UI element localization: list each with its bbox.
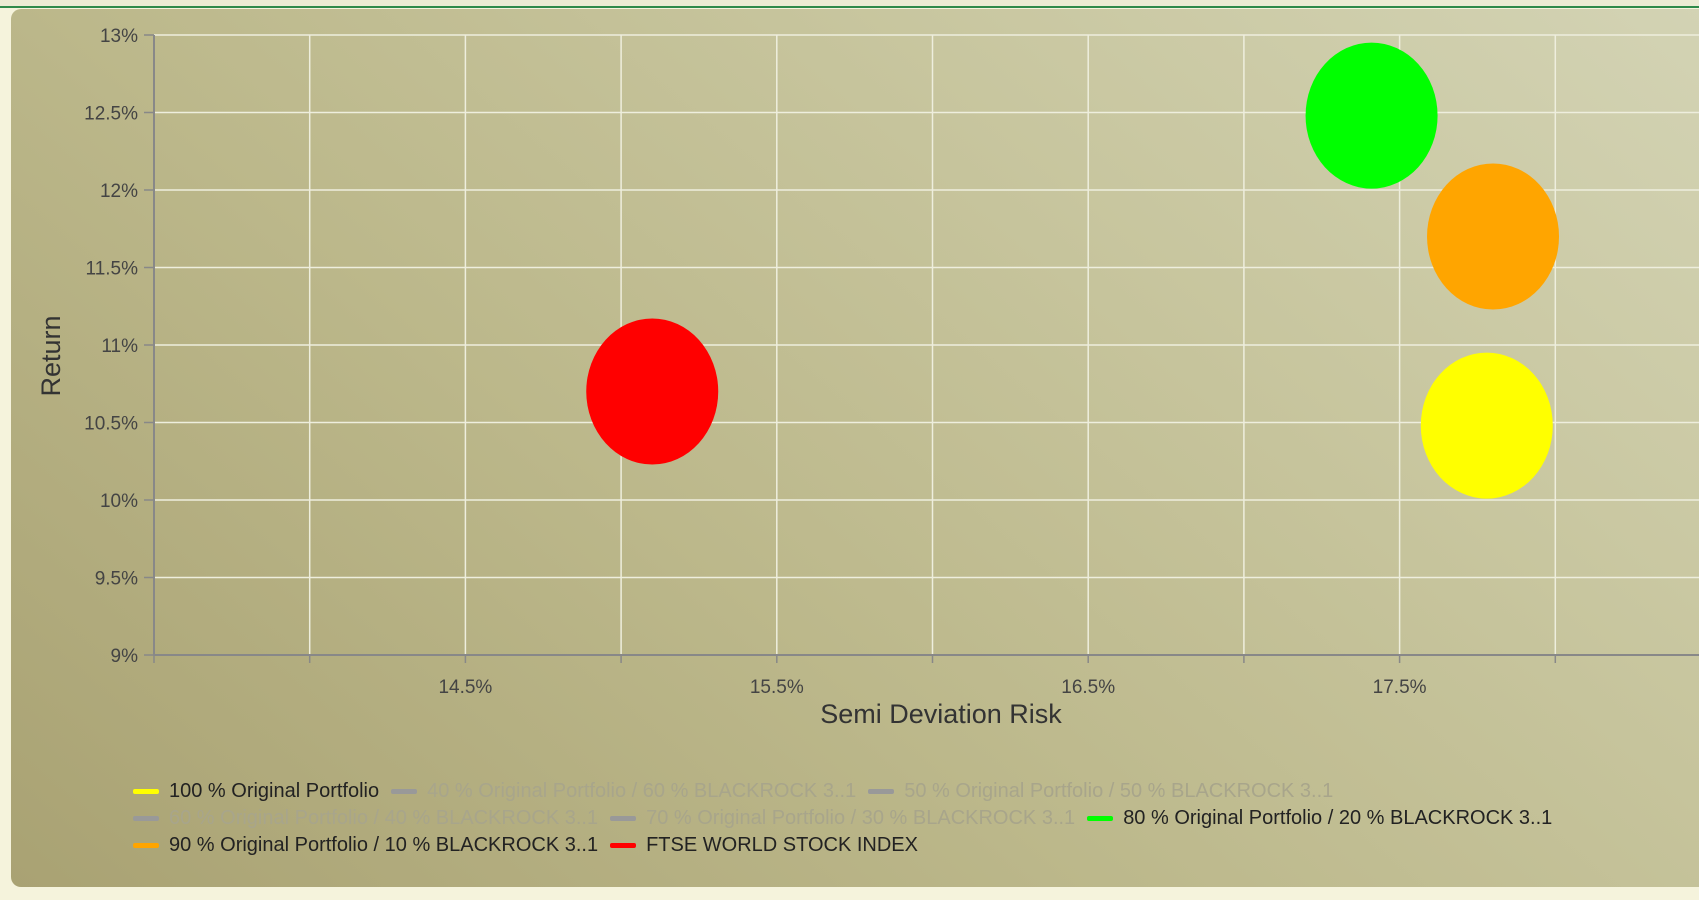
axes	[144, 34, 1699, 663]
legend-label: 60 % Original Portfolio / 40 % BLACKROCK…	[169, 807, 599, 829]
legend-item[interactable]: 50 % Original Portfolio / 50 % BLACKROCK…	[868, 778, 1333, 805]
legend-label: 100 % Original Portfolio	[169, 780, 380, 802]
legend-swatch	[610, 816, 637, 821]
x-tick-label: 16.5%	[1061, 677, 1115, 698]
legend-swatch	[610, 843, 637, 848]
legend-item[interactable]: FTSE WORLD STOCK INDEX	[610, 832, 918, 859]
legend-swatch	[133, 816, 159, 821]
legend-swatch	[133, 789, 159, 794]
tick-labels: 9% 9.5% 10% 10.5% 11% 11.5% 12% 12.5% 13% 14.5% 15…	[84, 26, 1427, 698]
legend-swatch	[868, 789, 895, 794]
y-tick-label: 12.5%	[84, 104, 138, 125]
bubble-chart: 9% 9.5% 10% 10.5% 11% 11.5% 12% 12.5% 13% 14.5% 15…	[36, 26, 1699, 729]
legend-swatch	[133, 843, 159, 848]
y-tick-label: 12%	[100, 181, 138, 202]
legend-swatch	[1087, 816, 1114, 821]
bubble-point[interactable]	[1427, 163, 1560, 310]
y-tick-label: 9.5%	[95, 569, 138, 590]
y-axis-title: Return	[36, 315, 66, 396]
chart-panel: 9% 9.5% 10% 10.5% 11% 11.5% 12% 12.5% 13% 14.5% 15…	[11, 9, 1699, 887]
legend-label: 40 % Original Portfolio / 60 % BLACKROCK…	[427, 780, 857, 802]
x-axis-title: Semi Deviation Risk	[820, 699, 1062, 729]
top-border	[0, 0, 1699, 8]
legend-label: 50 % Original Portfolio / 50 % BLACKROCK…	[904, 780, 1334, 802]
legend-item[interactable]: 70 % Original Portfolio / 30 % BLACKROCK…	[610, 805, 1075, 832]
x-tick-label: 17.5%	[1373, 677, 1427, 698]
legend-label: 90 % Original Portfolio / 10 % BLACKROCK…	[169, 834, 599, 856]
bubbles	[586, 42, 1560, 499]
legend-swatch	[391, 789, 418, 794]
legend-item[interactable]: 100 % Original Portfolio	[133, 778, 379, 805]
legend-label: FTSE WORLD STOCK INDEX	[646, 834, 918, 856]
bubble-point[interactable]	[1420, 352, 1553, 499]
y-tick-label: 13%	[100, 26, 138, 47]
y-tick-label: 10.5%	[84, 414, 138, 435]
y-tick-label: 10%	[100, 491, 138, 512]
x-tick-label: 15.5%	[750, 677, 804, 698]
legend: 100 % Original Portfolio 40 % Original Po…	[133, 778, 1633, 859]
legend-item[interactable]: 60 % Original Portfolio / 40 % BLACKROCK…	[133, 805, 598, 832]
y-tick-label: 9%	[111, 646, 139, 667]
y-tick-label: 11%	[101, 336, 138, 357]
legend-item[interactable]: 80 % Original Portfolio / 20 % BLACKROCK…	[1087, 805, 1552, 832]
grid-lines	[154, 34, 1699, 656]
x-tick-label: 14.5%	[438, 677, 492, 698]
bubble-point[interactable]	[586, 318, 719, 465]
legend-item[interactable]: 90 % Original Portfolio / 10 % BLACKROCK…	[133, 832, 598, 859]
bubble-point[interactable]	[1305, 42, 1438, 189]
legend-label: 70 % Original Portfolio / 30 % BLACKROCK…	[646, 807, 1076, 829]
legend-item[interactable]: 40 % Original Portfolio / 60 % BLACKROCK…	[391, 778, 856, 805]
y-tick-label: 11.5%	[86, 259, 139, 280]
legend-label: 80 % Original Portfolio / 20 % BLACKROCK…	[1123, 807, 1553, 829]
